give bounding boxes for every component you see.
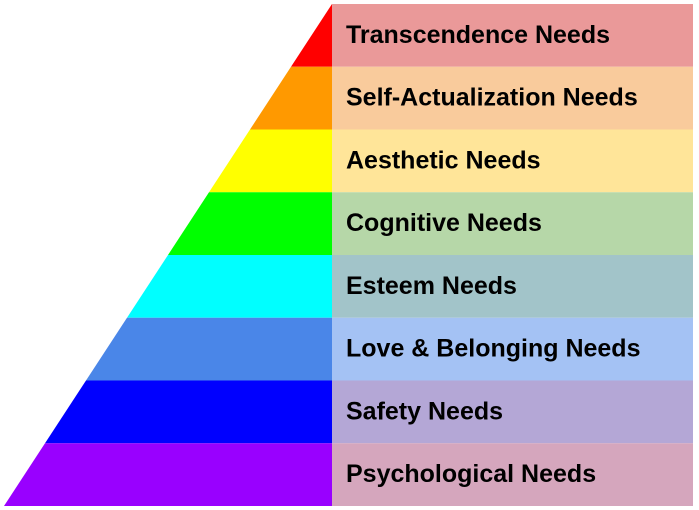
label-box-transcendence-needs [332,4,693,67]
label-box-self-actualization-needs [332,66,693,130]
label-box-esteem-needs [332,255,693,318]
pyramid-tier-aesthetic-needs [209,129,332,193]
label-box-safety-needs [332,380,693,444]
label-transcendence-needs: Transcendence Needs [346,21,610,49]
pyramid-tier-psychological-needs [4,443,332,506]
label-box-psychological-needs [332,443,693,506]
pyramid-tier-transcendence-needs [291,4,332,67]
label-esteem-needs: Esteem Needs [346,272,517,300]
pyramid-tier-love-and-belonging-needs [86,317,332,381]
label-safety-needs: Safety Needs [346,397,503,425]
label-aesthetic-needs: Aesthetic Needs [346,146,541,174]
label-box-cognitive-needs [332,192,693,255]
label-cognitive-needs: Cognitive Needs [346,209,542,237]
pyramid-tier-self-actualization-needs [250,66,332,130]
pyramid [4,4,332,506]
pyramid-tier-safety-needs [45,380,332,444]
label-box-love-and-belonging-needs [332,317,693,381]
pyramid-tier-esteem-needs [127,255,332,318]
label-self-actualization-needs: Self-Actualization Needs [346,84,638,112]
pyramid-tier-cognitive-needs [168,192,332,255]
label-love-and-belonging-needs: Love & Belonging Needs [346,335,640,363]
label-boxes: Transcendence Needs Self-Actualization Ne… [332,4,693,506]
label-box-aesthetic-needs [332,129,693,193]
label-psychological-needs: Psychological Needs [346,460,596,488]
